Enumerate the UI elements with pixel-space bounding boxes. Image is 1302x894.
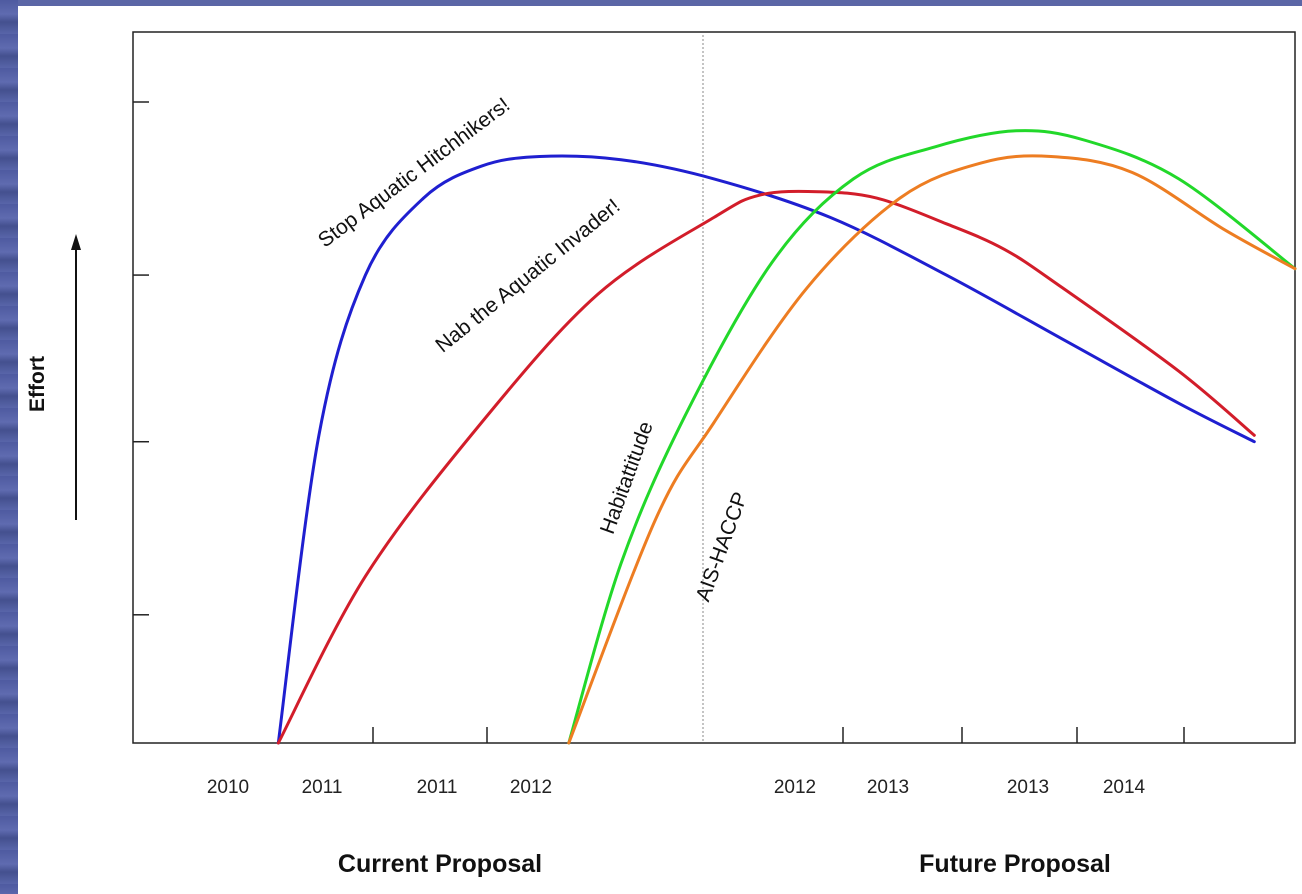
series-label-3: AIS-HACCP xyxy=(692,489,753,604)
y-axis-ticks xyxy=(133,101,149,616)
x-tick-label-3: 2012 xyxy=(510,777,552,798)
series-labels: Stop Aquatic Hitchhikers!Nab the Aquatic… xyxy=(314,93,752,604)
slide-top-bar xyxy=(0,0,1302,6)
series-line-2 xyxy=(567,129,1297,745)
x-tick-label-1: 2011 xyxy=(302,777,343,798)
series-line-3 xyxy=(567,154,1297,745)
y-axis-label: Effort xyxy=(26,356,49,412)
x-axis-ticks xyxy=(372,727,1185,743)
proposal-labels: Current Proposal Future Proposal xyxy=(338,850,1111,878)
slide-edge-decoration xyxy=(0,0,18,894)
x-tick-label-0: 2010 xyxy=(207,777,249,798)
series-line-0 xyxy=(276,154,1256,745)
x-tick-label-4: 2012 xyxy=(774,777,816,798)
plot-frame xyxy=(132,31,1296,744)
series-label-1: Nab the Aquatic Invader! xyxy=(431,195,624,358)
series-label-0: Stop Aquatic Hitchhikers! xyxy=(314,93,514,252)
effort-arrow-head xyxy=(71,234,81,250)
x-tick-label-6: 2013 xyxy=(1007,777,1049,798)
x-tick-label-5: 2013 xyxy=(867,777,909,798)
proposal-label-0: Current Proposal xyxy=(338,850,542,878)
x-tick-labels: 2010 2011 2011 2012 2012 2013 2013 2014 xyxy=(207,777,1146,798)
series-label-2: Habitattitude xyxy=(596,418,658,537)
x-tick-label-7: 2014 xyxy=(1103,777,1146,798)
series-curves xyxy=(276,129,1297,745)
proposal-label-1: Future Proposal xyxy=(919,850,1111,878)
series-line-1 xyxy=(276,189,1256,745)
x-tick-label-2: 2011 xyxy=(417,777,458,798)
